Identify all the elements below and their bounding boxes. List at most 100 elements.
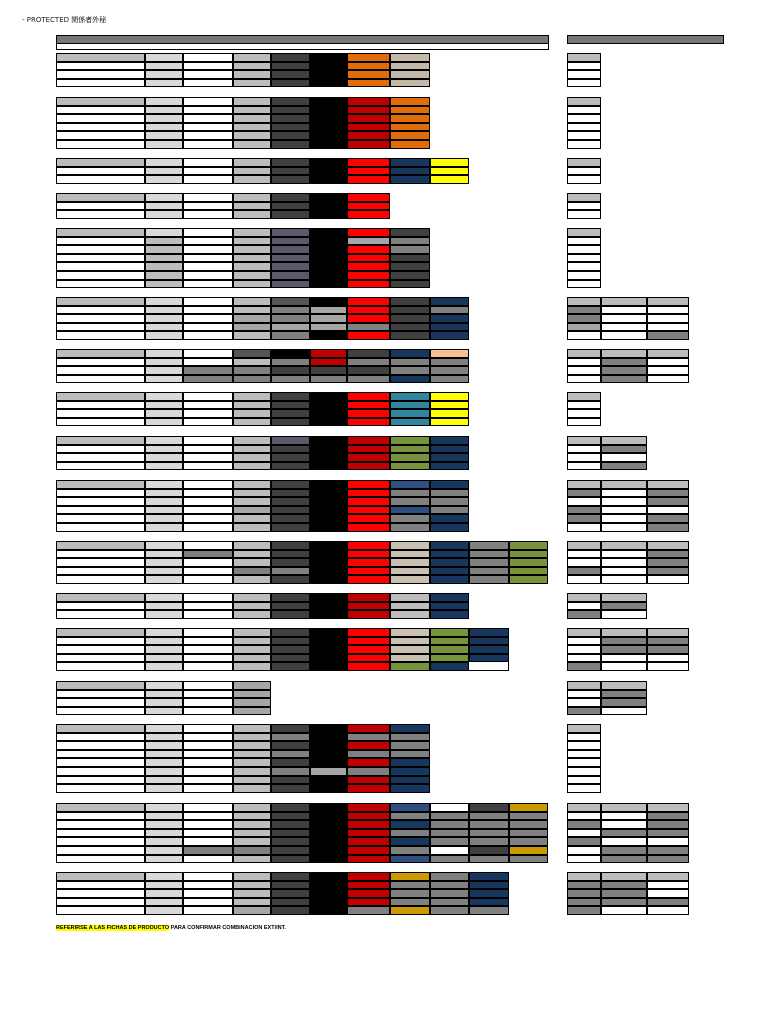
side-swatch-cell [567, 97, 601, 106]
swatch-cell [233, 392, 271, 401]
swatch-cell [271, 297, 310, 306]
side-swatch-cell [567, 461, 601, 471]
swatch-cell [469, 541, 509, 550]
swatch-cell [430, 514, 469, 523]
swatch-cell [347, 305, 390, 315]
swatch-cell [233, 488, 271, 498]
swatch-cell [56, 549, 145, 559]
swatch-cell [390, 392, 430, 401]
swatch-cell [390, 228, 430, 237]
side-swatch-cell [567, 322, 601, 332]
swatch-cell [310, 78, 347, 88]
swatch-cell [271, 193, 310, 202]
swatch-cell [271, 523, 310, 532]
side-swatch-cell [567, 374, 601, 384]
swatch-cell [469, 803, 509, 812]
swatch-cell [233, 61, 271, 71]
swatch-cell [56, 523, 145, 532]
swatch-cell [430, 349, 469, 358]
swatch-cell [233, 575, 271, 584]
swatch-cell [271, 374, 310, 384]
swatch-cell [183, 897, 233, 907]
side-swatch-cell [567, 601, 601, 611]
swatch-cell [347, 854, 390, 864]
swatch-cell [347, 758, 390, 767]
swatch-cell [390, 78, 430, 88]
swatch-cell [145, 400, 183, 410]
swatch-cell [509, 549, 548, 559]
swatch-cell [347, 732, 390, 742]
swatch-cell [233, 374, 271, 384]
swatch-cell [183, 114, 233, 123]
swatch-cell [56, 906, 145, 915]
swatch-cell [183, 811, 233, 821]
swatch-cell [430, 541, 469, 550]
swatch-cell [145, 253, 183, 263]
side-swatch-cell [601, 906, 647, 915]
side-swatch-cell [601, 436, 647, 445]
side-swatch-cell [601, 314, 647, 323]
swatch-cell [56, 811, 145, 821]
swatch-cell [347, 558, 390, 567]
swatch-cell [233, 749, 271, 759]
swatch-cell [430, 662, 469, 671]
swatch-cell [271, 228, 310, 237]
swatch-cell [271, 366, 310, 375]
swatch-cell [233, 549, 271, 559]
side-swatch-cell [647, 549, 689, 559]
swatch-cell [233, 566, 271, 576]
swatch-cell [310, 558, 347, 567]
side-swatch-cell [601, 610, 647, 619]
swatch-cell [347, 749, 390, 759]
side-swatch-cell [647, 645, 689, 654]
swatch-cell [310, 444, 347, 454]
swatch-cell [310, 409, 347, 418]
swatch-cell [183, 314, 233, 323]
swatch-cell [145, 828, 183, 838]
side-swatch-cell [647, 488, 689, 498]
swatch-cell [56, 645, 145, 654]
swatch-cell [56, 662, 145, 671]
side-swatch-cell [567, 758, 601, 767]
swatch-cell [310, 749, 347, 759]
swatch-cell [347, 166, 390, 176]
swatch-cell [183, 523, 233, 532]
swatch-cell [390, 662, 430, 671]
side-swatch-cell [567, 593, 601, 602]
swatch-cell [56, 236, 145, 246]
swatch-cell [56, 314, 145, 323]
swatch-cell [430, 566, 469, 576]
swatch-cell [233, 210, 271, 219]
side-swatch-cell [601, 854, 647, 864]
swatch-cell [430, 488, 469, 498]
swatch-cell [310, 158, 347, 167]
swatch-cell [271, 846, 310, 855]
swatch-cell [347, 497, 390, 506]
swatch-cell [183, 392, 233, 401]
swatch-cell [183, 400, 233, 410]
swatch-cell [183, 245, 233, 254]
side-swatch-cell [647, 820, 689, 829]
swatch-cell [310, 758, 347, 767]
swatch-cell [56, 409, 145, 418]
swatch-cell [183, 131, 233, 140]
swatch-cell [233, 636, 271, 646]
swatch-cell [271, 732, 310, 742]
side-swatch-cell [647, 906, 689, 915]
swatch-cell [271, 53, 310, 62]
swatch-cell [56, 689, 145, 699]
swatch-cell [56, 698, 145, 707]
side-swatch-cell [601, 322, 647, 332]
side-swatch-cell [647, 523, 689, 532]
swatch-cell [430, 480, 469, 489]
side-swatch-cell [567, 175, 601, 184]
swatch-cell [390, 514, 430, 523]
swatch-cell [233, 236, 271, 246]
swatch-cell [183, 505, 233, 515]
swatch-cell [56, 114, 145, 123]
swatch-cell [233, 593, 271, 602]
swatch-cell [347, 357, 390, 367]
side-swatch-cell [601, 872, 647, 881]
swatch-cell [310, 645, 347, 654]
swatch-cell [390, 236, 430, 246]
